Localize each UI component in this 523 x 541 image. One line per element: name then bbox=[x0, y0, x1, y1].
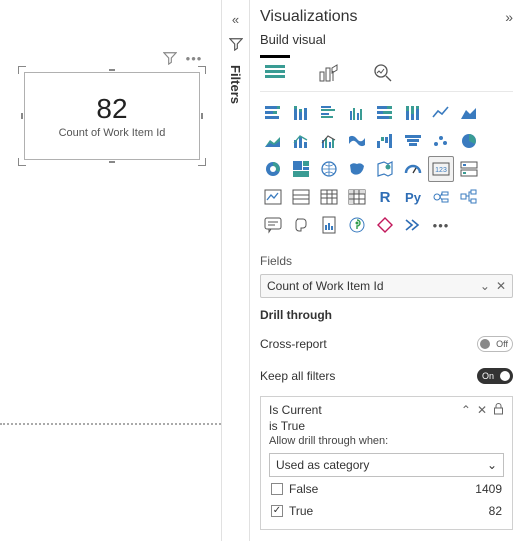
card-label: Count of Work Item Id bbox=[59, 127, 166, 139]
arcgis-map-icon[interactable] bbox=[344, 212, 370, 238]
clustered-bar-icon[interactable] bbox=[316, 100, 342, 126]
tab-format-visual[interactable] bbox=[314, 55, 344, 85]
table-icon[interactable] bbox=[316, 184, 342, 210]
collapse-icon[interactable]: ⌃ bbox=[461, 403, 471, 417]
field-pill-text: Count of Work Item Id bbox=[267, 279, 384, 293]
resize-handle-tr[interactable] bbox=[198, 66, 206, 74]
visual-toolbar: ••• bbox=[162, 50, 202, 66]
dt-field-name: Is Current bbox=[269, 403, 322, 417]
scatter-chart-icon[interactable] bbox=[428, 128, 454, 154]
card-value: 82 bbox=[96, 93, 127, 125]
powerapps-icon[interactable] bbox=[372, 212, 398, 238]
multirow-card-icon[interactable] bbox=[456, 156, 482, 182]
resize-handle-bl[interactable] bbox=[18, 158, 26, 166]
stacked-column-icon[interactable] bbox=[288, 100, 314, 126]
line-chart-icon[interactable] bbox=[428, 100, 454, 126]
filter-icon[interactable] bbox=[162, 50, 178, 66]
powerautomate-icon[interactable] bbox=[400, 212, 426, 238]
more-icon[interactable]: ••• bbox=[186, 50, 202, 66]
dt-hint: Allow drill through when: bbox=[269, 435, 504, 447]
dt-value: is True bbox=[269, 419, 504, 433]
visual-card-selection[interactable]: ••• 82 Count of Work Item Id bbox=[24, 72, 200, 160]
cross-report-label: Cross-report bbox=[260, 337, 327, 351]
kpi-icon[interactable] bbox=[260, 184, 286, 210]
remove-icon[interactable]: ✕ bbox=[477, 403, 487, 417]
card-icon[interactable]: 123 bbox=[428, 156, 454, 182]
dt-option-label: False bbox=[289, 482, 318, 496]
report-canvas[interactable]: ••• 82 Count of Work Item Id bbox=[0, 0, 222, 541]
visual-type-grid: 123 R Py ••• bbox=[260, 92, 513, 244]
waterfall-icon[interactable] bbox=[372, 128, 398, 154]
line-clustered-icon[interactable] bbox=[316, 128, 342, 154]
field-pill[interactable]: Count of Work Item Id ⌄ ✕ bbox=[260, 274, 513, 298]
decomposition-tree-icon[interactable] bbox=[456, 184, 482, 210]
resize-handle-r[interactable] bbox=[201, 113, 203, 119]
dt-option-count: 1409 bbox=[475, 482, 502, 496]
tab-build-visual[interactable] bbox=[260, 55, 290, 85]
matrix-icon[interactable] bbox=[344, 184, 370, 210]
resize-handle-b[interactable] bbox=[109, 161, 115, 163]
gauge-icon[interactable] bbox=[400, 156, 426, 182]
treemap-icon[interactable] bbox=[288, 156, 314, 182]
filters-pane-collapsed: « Filters bbox=[222, 0, 250, 541]
dt-option-row[interactable]: True 82 bbox=[269, 501, 504, 521]
resize-handle-t[interactable] bbox=[109, 69, 115, 71]
paginated-report-icon[interactable] bbox=[316, 212, 342, 238]
keep-filters-label: Keep all filters bbox=[260, 369, 335, 383]
visualizations-pane: Visualizations » Build visual bbox=[250, 0, 523, 541]
remove-field-icon[interactable]: ✕ bbox=[496, 279, 506, 293]
collapse-right-icon[interactable]: » bbox=[505, 9, 513, 25]
cross-report-toggle[interactable]: Off bbox=[477, 336, 513, 352]
pie-chart-icon[interactable] bbox=[456, 128, 482, 154]
clustered-column-icon[interactable] bbox=[344, 100, 370, 126]
resize-handle-br[interactable] bbox=[198, 158, 206, 166]
tab-analytics[interactable] bbox=[368, 55, 398, 85]
azure-map-icon[interactable] bbox=[372, 156, 398, 182]
dt-option-label: True bbox=[289, 504, 313, 518]
lock-icon[interactable] bbox=[493, 403, 504, 417]
svg-text:123: 123 bbox=[435, 167, 447, 174]
drill-through-field-box: Is Current ⌃ ✕ is True Allow drill throu… bbox=[260, 396, 513, 530]
chevron-down-icon: ⌄ bbox=[487, 458, 497, 472]
qa-visual-icon[interactable] bbox=[260, 212, 286, 238]
dt-dropdown-text: Used as category bbox=[276, 458, 369, 472]
pane-title: Visualizations bbox=[260, 8, 358, 26]
stacked-bar-icon[interactable] bbox=[260, 100, 286, 126]
dt-option-row[interactable]: False 1409 bbox=[269, 479, 504, 499]
smart-narrative-icon[interactable] bbox=[288, 212, 314, 238]
checkbox-icon[interactable] bbox=[271, 483, 283, 495]
line-column-icon[interactable] bbox=[288, 128, 314, 154]
r-visual-icon[interactable]: R bbox=[372, 184, 398, 210]
pane-subtitle: Build visual bbox=[260, 32, 513, 47]
drill-through-label: Drill through bbox=[260, 308, 513, 322]
ribbon-chart-icon[interactable] bbox=[344, 128, 370, 154]
resize-handle-tl[interactable] bbox=[18, 66, 26, 74]
filters-label[interactable]: Filters bbox=[228, 65, 243, 104]
map-icon[interactable] bbox=[316, 156, 342, 182]
dt-option-count: 82 bbox=[489, 504, 502, 518]
hundred-bar-icon[interactable] bbox=[372, 100, 398, 126]
chevron-down-icon[interactable]: ⌄ bbox=[480, 279, 490, 293]
checkbox-icon[interactable] bbox=[271, 505, 283, 517]
mode-tabs bbox=[260, 51, 513, 92]
stacked-area-icon[interactable] bbox=[260, 128, 286, 154]
slicer-icon[interactable] bbox=[288, 184, 314, 210]
key-influencers-icon[interactable] bbox=[428, 184, 454, 210]
resize-handle-l[interactable] bbox=[21, 113, 23, 119]
keep-filters-toggle[interactable]: On bbox=[477, 368, 513, 384]
fields-label: Fields bbox=[260, 254, 513, 268]
card-visual[interactable]: 82 Count of Work Item Id bbox=[24, 72, 200, 160]
hundred-column-icon[interactable] bbox=[400, 100, 426, 126]
collapse-left-icon[interactable]: « bbox=[232, 12, 239, 27]
py-visual-icon[interactable]: Py bbox=[400, 184, 426, 210]
funnel-chart-icon[interactable] bbox=[400, 128, 426, 154]
filled-map-icon[interactable] bbox=[344, 156, 370, 182]
page-boundary bbox=[0, 423, 221, 425]
funnel-icon[interactable] bbox=[229, 37, 243, 51]
donut-chart-icon[interactable] bbox=[260, 156, 286, 182]
area-chart-icon[interactable] bbox=[456, 100, 482, 126]
dt-mode-dropdown[interactable]: Used as category ⌄ bbox=[269, 453, 504, 477]
get-more-visuals-icon[interactable]: ••• bbox=[428, 212, 454, 238]
